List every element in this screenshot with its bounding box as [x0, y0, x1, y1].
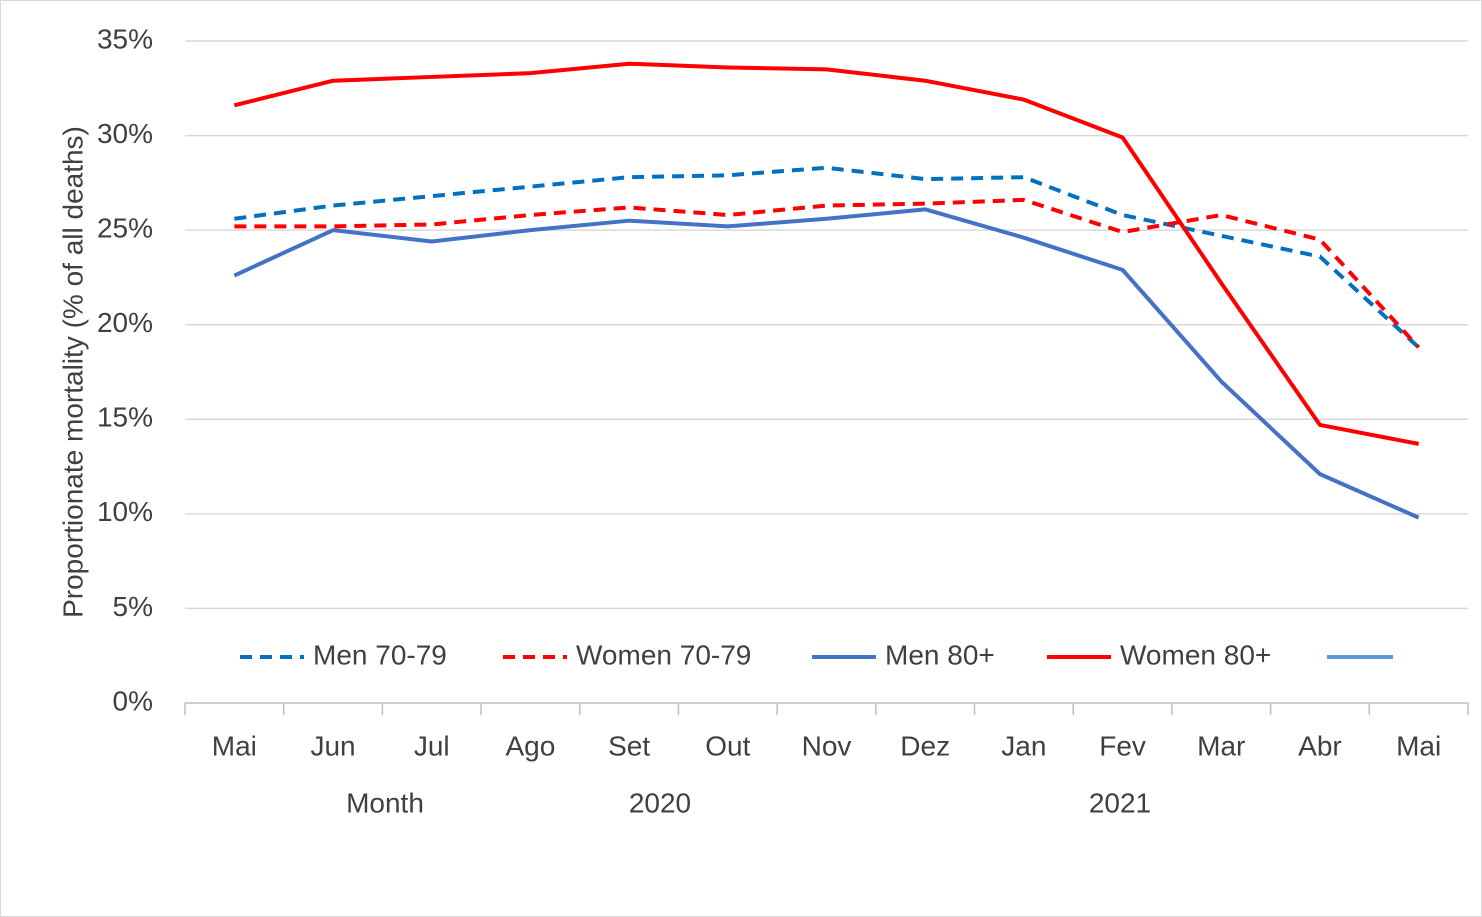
y-tick-label: 15%	[97, 402, 153, 433]
x-tick-label: Fev	[1099, 730, 1146, 761]
y-tick-label: 35%	[97, 23, 153, 54]
y-tick-label: 0%	[113, 685, 153, 716]
x-tick-label: Ago	[506, 730, 556, 761]
legend-label: Women 80+	[1120, 639, 1271, 670]
legend-label: Men 80+	[885, 639, 995, 670]
y-tick-label: 20%	[97, 307, 153, 338]
x-tick-label: Mai	[212, 730, 257, 761]
series-line	[233, 207, 1420, 520]
x-tick-label: Abr	[1298, 730, 1342, 761]
x-tick-label: Dez	[900, 730, 950, 761]
y-tick-label: 10%	[97, 496, 153, 527]
x-tick-label: Out	[705, 730, 750, 761]
x-tick-label: Mai	[1396, 730, 1441, 761]
year-label: 2020	[629, 787, 691, 818]
x-axis-label: Month	[346, 787, 424, 818]
series-line	[233, 61, 1420, 446]
legend-label: Men 70-79	[313, 639, 447, 670]
x-tick-label: Nov	[802, 730, 852, 761]
x-tick-label: Mar	[1197, 730, 1245, 761]
y-tick-label: 5%	[113, 591, 153, 622]
legend-label: Women 70-79	[576, 639, 751, 670]
y-tick-label: 25%	[97, 213, 153, 244]
x-tick-label: Set	[608, 730, 650, 761]
y-tick-label: 30%	[97, 118, 153, 149]
year-label: 2021	[1089, 787, 1151, 818]
x-tick-label: Jun	[310, 730, 355, 761]
x-tick-label: Jan	[1001, 730, 1046, 761]
y-axis-label: Proportionate mortality (% of all deaths…	[57, 126, 88, 618]
x-tick-label: Jul	[414, 730, 450, 761]
